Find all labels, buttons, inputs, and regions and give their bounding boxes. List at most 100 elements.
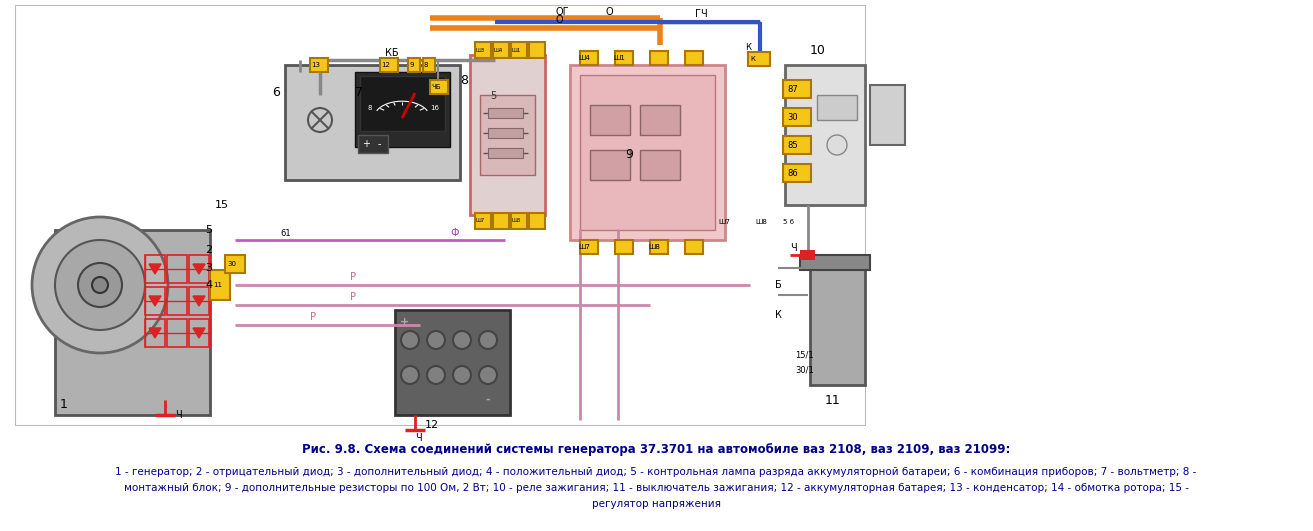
Text: -: - [484, 395, 490, 405]
Text: Ш7: Ш7 [477, 218, 486, 224]
Text: 10: 10 [810, 44, 826, 56]
Bar [423, 58, 435, 72]
Circle shape [32, 217, 168, 353]
Text: Ш1: Ш1 [613, 55, 625, 61]
Bar [810, 265, 865, 385]
Text: 7: 7 [355, 87, 362, 99]
Text: 8: 8 [460, 73, 467, 87]
Bar [580, 75, 716, 230]
Text: 1: 1 [60, 398, 68, 412]
Polygon shape [148, 264, 161, 274]
Text: КБ: КБ [385, 48, 399, 58]
Text: 2: 2 [205, 245, 213, 255]
Polygon shape [148, 296, 161, 306]
Polygon shape [193, 264, 205, 274]
Bar [144, 255, 165, 283]
Bar [580, 51, 597, 65]
Text: 13: 13 [311, 62, 320, 68]
Bar [511, 213, 527, 229]
Bar [800, 250, 815, 260]
Bar [189, 255, 209, 283]
Text: 15: 15 [215, 200, 228, 210]
Text: 61: 61 [280, 228, 290, 237]
Circle shape [400, 331, 419, 349]
Bar [488, 128, 523, 138]
Bar [379, 58, 398, 72]
Text: Б: Б [775, 280, 781, 290]
Text: 12: 12 [381, 62, 390, 68]
Text: Ч: Ч [790, 243, 797, 253]
Text: К: К [775, 310, 781, 320]
Bar [285, 65, 460, 180]
Text: 5 6: 5 6 [783, 219, 794, 225]
Text: 8: 8 [424, 62, 428, 68]
Bar [355, 72, 450, 147]
Bar [492, 42, 509, 58]
Bar [481, 95, 534, 175]
Text: Ч: Ч [415, 433, 421, 443]
Bar [748, 52, 769, 66]
Bar [310, 58, 328, 72]
Bar [639, 105, 680, 135]
Bar [189, 287, 209, 315]
Text: 12: 12 [425, 420, 439, 430]
Bar [488, 108, 523, 118]
Text: ГЧ: ГЧ [695, 9, 708, 19]
Text: О: О [605, 7, 613, 17]
Bar [492, 213, 509, 229]
Text: 8: 8 [368, 105, 372, 111]
Bar [529, 42, 545, 58]
Text: 3: 3 [205, 263, 211, 273]
Text: Ш7: Ш7 [578, 244, 590, 250]
Bar [429, 80, 448, 94]
Bar [14, 5, 865, 425]
Bar [475, 213, 491, 229]
Text: Ш8: Ш8 [755, 219, 767, 225]
Text: Р: Р [351, 272, 356, 282]
Text: Р: Р [310, 312, 316, 322]
Text: регулятор напряжения: регулятор напряжения [591, 499, 721, 509]
Bar [167, 255, 186, 283]
Bar [614, 240, 633, 254]
Bar [167, 319, 186, 347]
Bar [590, 105, 630, 135]
Circle shape [453, 366, 471, 384]
Polygon shape [193, 328, 205, 338]
Text: Ш7: Ш7 [718, 219, 730, 225]
Bar [55, 230, 210, 415]
Text: 5: 5 [205, 225, 211, 235]
Bar [511, 42, 527, 58]
Bar [685, 240, 702, 254]
Text: Ф: Ф [450, 228, 458, 238]
Bar [167, 287, 186, 315]
Text: -: - [378, 139, 382, 149]
Circle shape [400, 366, 419, 384]
Text: 85: 85 [786, 141, 797, 150]
Bar [189, 319, 209, 347]
Bar [488, 148, 523, 158]
Bar [225, 255, 246, 273]
Text: Ч: Ч [175, 410, 181, 420]
Bar [144, 319, 165, 347]
Text: 87: 87 [786, 84, 798, 93]
Text: К: К [744, 44, 751, 53]
Circle shape [55, 240, 144, 330]
Circle shape [427, 366, 445, 384]
Text: 30: 30 [786, 113, 797, 122]
Text: 9: 9 [625, 149, 633, 161]
Circle shape [479, 366, 498, 384]
Text: Р: Р [351, 292, 356, 302]
Bar [360, 76, 445, 131]
Circle shape [827, 135, 847, 155]
Text: монтажный блок; 9 - дополнительные резисторы по 100 Ом, 2 Вт; 10 - реле зажигани: монтажный блок; 9 - дополнительные резис… [123, 483, 1188, 493]
Bar [817, 95, 857, 120]
Bar [783, 108, 811, 126]
Bar [650, 51, 668, 65]
Circle shape [77, 263, 122, 307]
Text: Ш3: Ш3 [477, 47, 486, 53]
Bar [580, 240, 597, 254]
Text: ЧБ: ЧБ [431, 84, 441, 90]
Polygon shape [148, 328, 161, 338]
Text: Ш8: Ш8 [512, 218, 521, 224]
Circle shape [479, 331, 498, 349]
